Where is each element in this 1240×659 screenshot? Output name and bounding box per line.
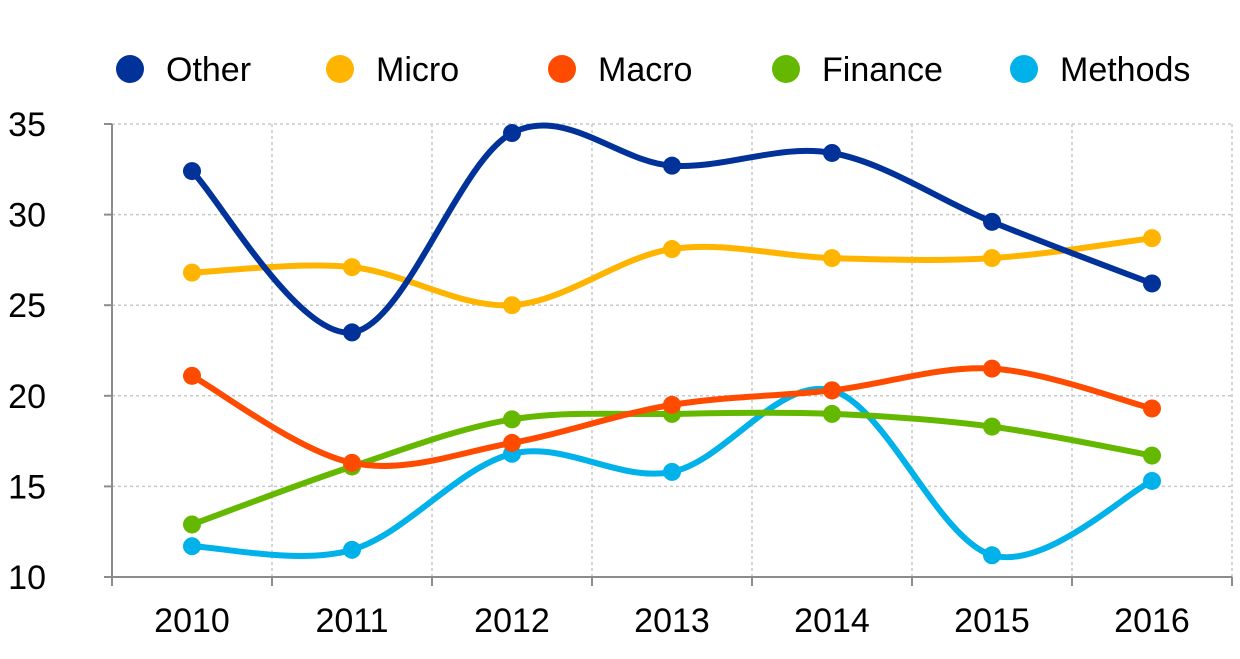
data-point-other-2013 xyxy=(663,156,681,175)
legend-label-micro: Micro xyxy=(376,51,459,89)
data-point-methods-2015 xyxy=(983,546,1001,565)
y-tick-label: 25 xyxy=(8,287,46,325)
data-point-micro-2013 xyxy=(663,240,681,259)
data-point-macro-2016 xyxy=(1143,399,1161,418)
series-macro xyxy=(183,359,1161,472)
data-point-micro-2014 xyxy=(823,249,841,268)
x-tick-label: 2016 xyxy=(1114,602,1190,640)
y-tick-label: 10 xyxy=(8,559,46,597)
data-point-micro-2016 xyxy=(1143,229,1161,248)
legend-item-methods: Methods xyxy=(1010,51,1190,89)
legend-label-other: Other xyxy=(166,51,251,89)
legend-item-finance: Finance xyxy=(772,51,943,89)
series-micro xyxy=(183,229,1161,315)
data-point-micro-2012 xyxy=(503,296,521,315)
series-other xyxy=(183,122,1161,342)
x-tick-label: 2010 xyxy=(154,602,230,640)
data-point-methods-2010 xyxy=(183,537,201,556)
x-tick-label: 2014 xyxy=(794,602,870,640)
legend-marker-macro xyxy=(548,55,576,83)
data-point-micro-2010 xyxy=(183,263,201,282)
legend-item-micro: Micro xyxy=(326,51,459,89)
legend-item-macro: Macro xyxy=(548,51,692,89)
data-point-macro-2013 xyxy=(663,395,681,414)
legend-marker-micro xyxy=(326,55,354,83)
legend-item-other: Other xyxy=(116,51,251,89)
series-layer xyxy=(183,122,1161,565)
y-tick-label: 30 xyxy=(8,197,46,235)
y-tick-label: 15 xyxy=(8,468,46,506)
data-point-other-2015 xyxy=(983,212,1001,231)
y-tick-label: 20 xyxy=(8,378,46,416)
data-point-methods-2013 xyxy=(663,462,681,481)
data-point-finance-2014 xyxy=(823,404,841,423)
data-point-finance-2012 xyxy=(503,410,521,429)
legend-label-methods: Methods xyxy=(1060,51,1190,89)
data-point-finance-2010 xyxy=(183,515,201,534)
series-methods xyxy=(183,381,1161,565)
legend-marker-methods xyxy=(1010,55,1038,83)
data-point-macro-2014 xyxy=(823,381,841,400)
data-point-other-2014 xyxy=(823,143,841,162)
data-point-micro-2015 xyxy=(983,249,1001,268)
data-point-micro-2011 xyxy=(343,258,361,277)
axis-layer: 10 15 20 25 30 35 2010 2011 2012 2013 2014 2015 2016 xyxy=(8,106,1233,640)
data-point-macro-2011 xyxy=(343,453,361,472)
data-point-methods-2011 xyxy=(343,540,361,559)
data-point-methods-2016 xyxy=(1143,471,1161,490)
legend: Other Micro Macro Finance Methods xyxy=(116,51,1190,89)
legend-marker-finance xyxy=(772,55,800,83)
legend-label-finance: Finance xyxy=(822,51,943,89)
data-point-other-2016 xyxy=(1143,274,1161,293)
data-point-macro-2012 xyxy=(503,433,521,452)
data-point-other-2011 xyxy=(343,323,361,342)
x-tick-label: 2012 xyxy=(474,602,550,640)
x-tick-label: 2013 xyxy=(634,602,710,640)
legend-label-macro: Macro xyxy=(598,51,692,89)
data-point-finance-2016 xyxy=(1143,446,1161,465)
x-tick-label: 2011 xyxy=(315,602,388,640)
data-point-macro-2015 xyxy=(983,359,1001,378)
data-point-finance-2015 xyxy=(983,417,1001,436)
data-point-macro-2010 xyxy=(183,366,201,385)
x-tick-label: 2015 xyxy=(954,602,1030,640)
data-point-other-2010 xyxy=(183,162,201,181)
legend-marker-other xyxy=(116,55,144,83)
data-point-other-2012 xyxy=(503,124,521,143)
y-tick-label: 35 xyxy=(8,106,46,144)
